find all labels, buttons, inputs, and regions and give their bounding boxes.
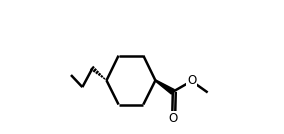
Polygon shape	[155, 80, 174, 94]
Text: O: O	[187, 74, 196, 87]
Text: O: O	[169, 112, 178, 125]
